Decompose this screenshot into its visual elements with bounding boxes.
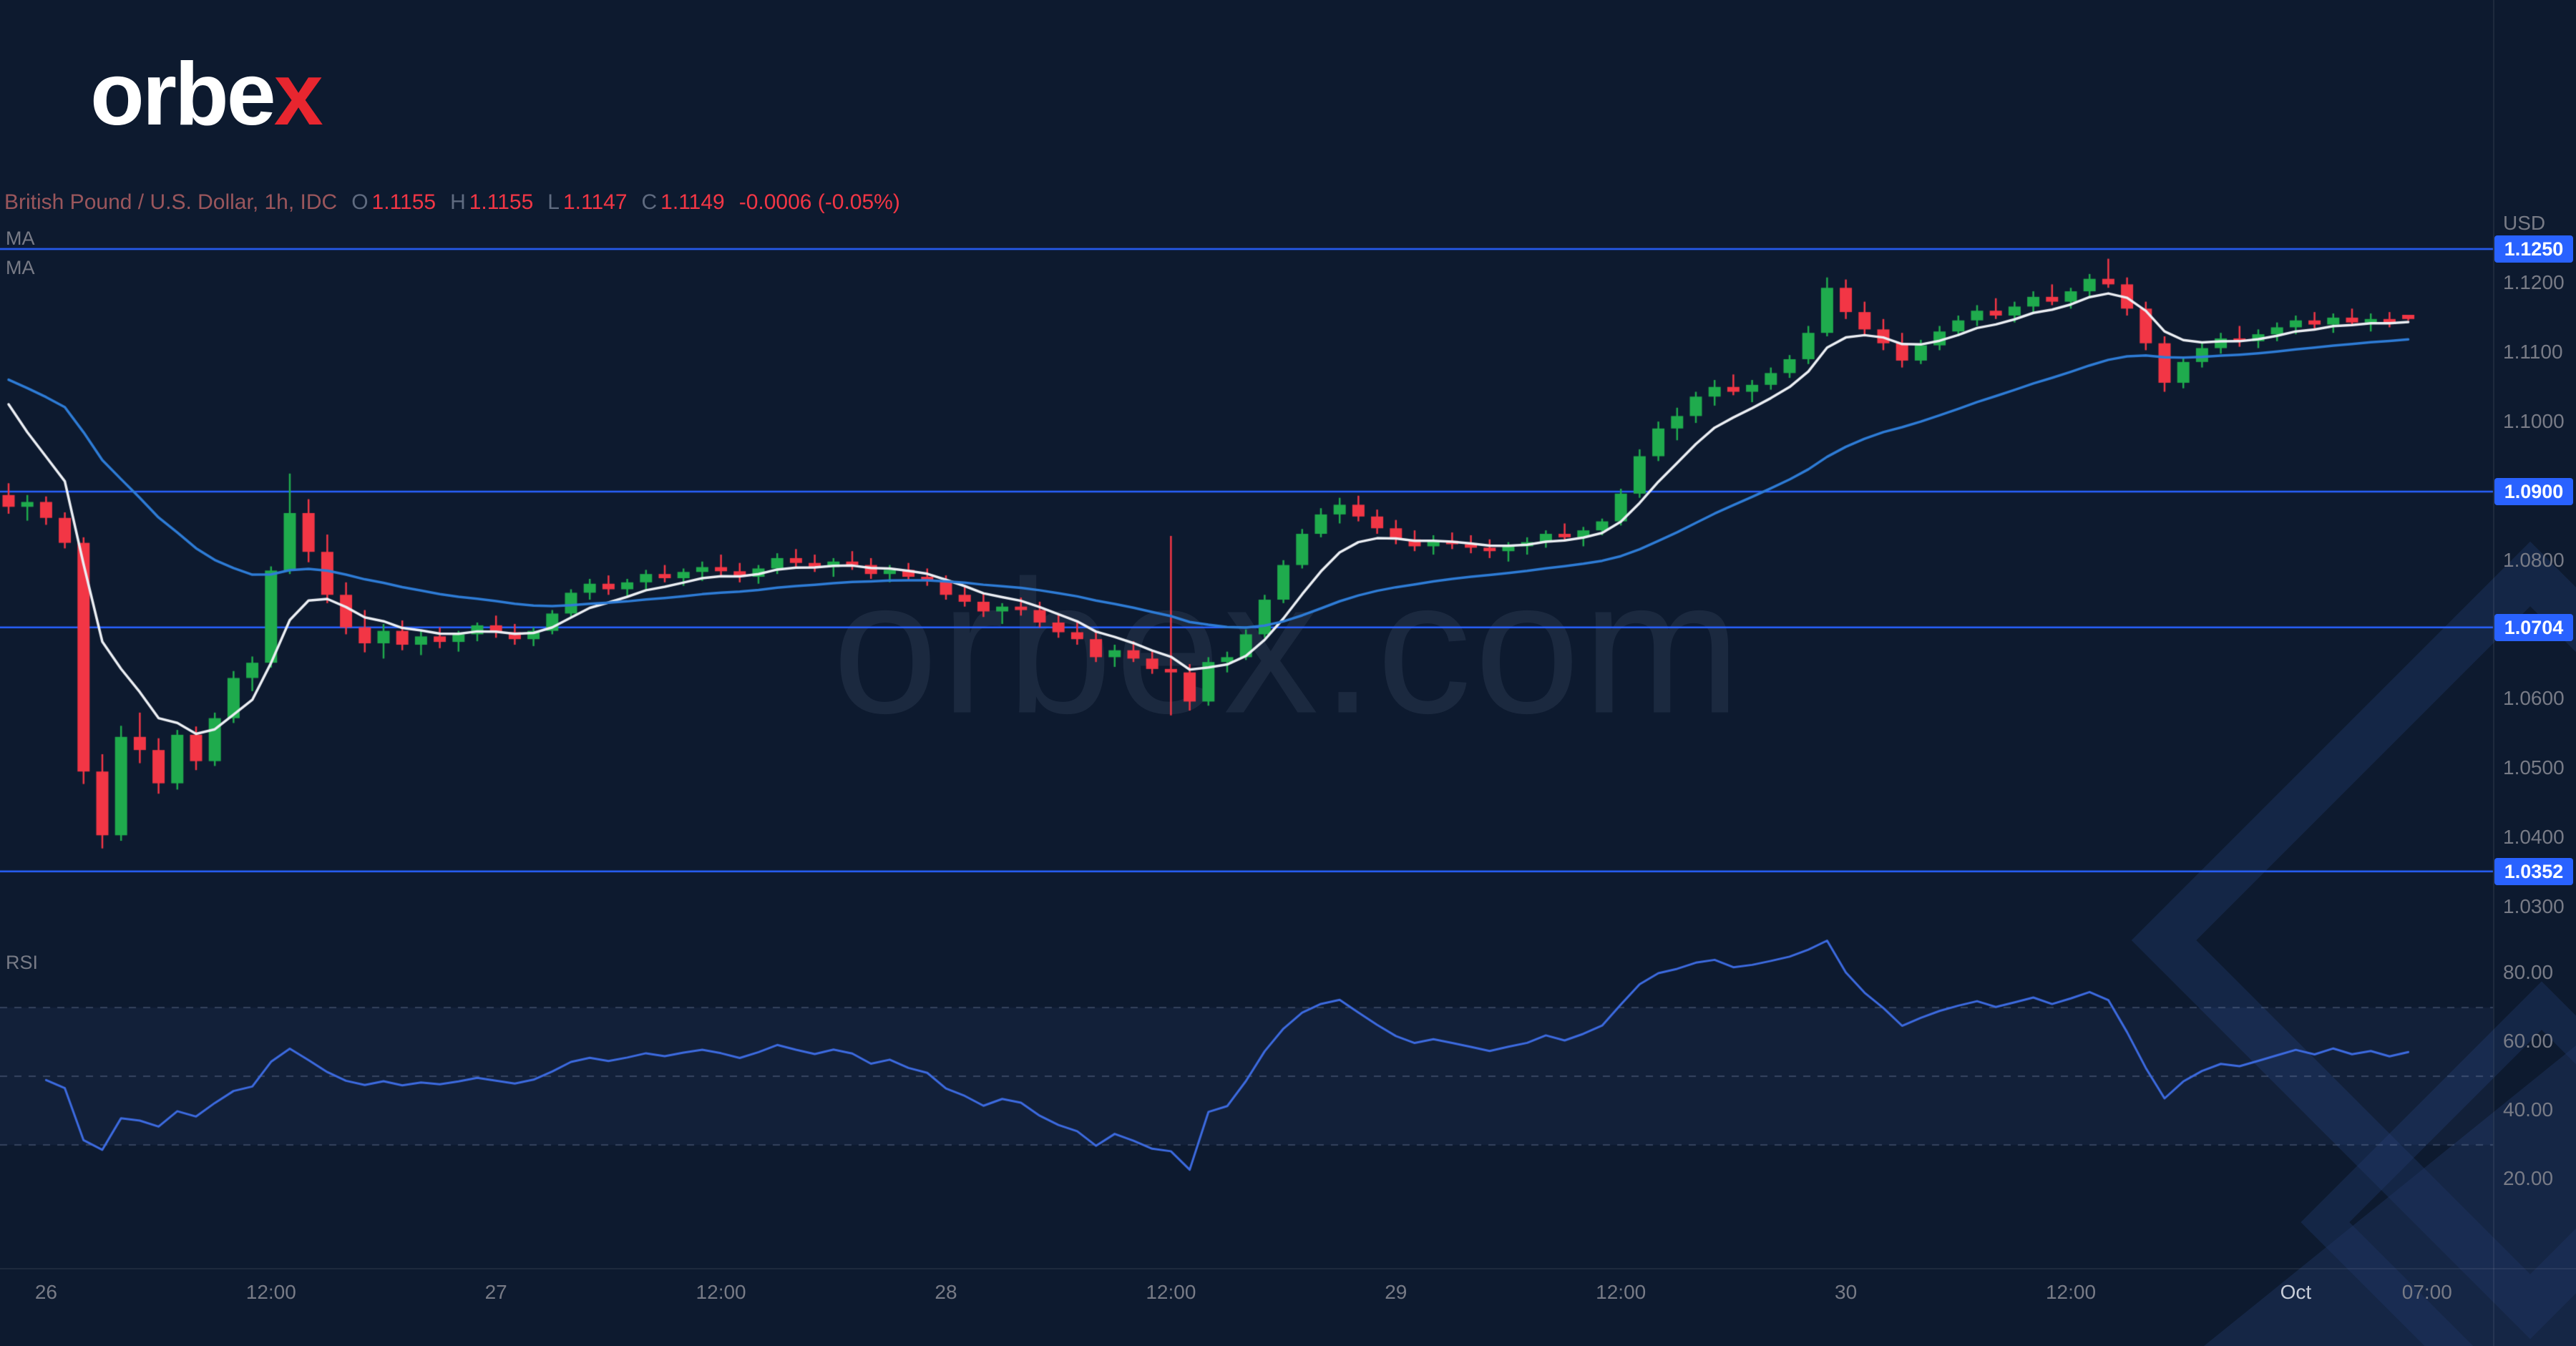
ohlc-value: 1.1155 (469, 190, 534, 214)
price-tick: 1.1000 (2503, 410, 2565, 433)
rsi-tick: 20.00 (2503, 1167, 2554, 1189)
time-label: 07:00 (2401, 1281, 2452, 1303)
time-label: 12:00 (1596, 1281, 1646, 1303)
ohlc-value: 1.1149 (660, 190, 725, 214)
ohlc-label: H (450, 190, 466, 214)
ohlc-values: O 1.1155 H 1.1155 L 1.1147 C 1.1149 (337, 190, 725, 214)
time-axis-separator (0, 1268, 2576, 1269)
time-label: Oct (2280, 1281, 2312, 1303)
price-tick: 1.0400 (2503, 826, 2565, 849)
ma-legend-2[interactable]: MA (6, 257, 35, 278)
time-label: 30 (1835, 1281, 1858, 1303)
time-label: 29 (1385, 1281, 1407, 1303)
rsi-tick: 60.00 (2503, 1030, 2554, 1052)
price-tick: 1.0500 (2503, 756, 2565, 779)
change-value: -0.0006 (-0.05%) (738, 190, 900, 214)
rsi-tick: 80.00 (2503, 961, 2554, 983)
price-level-tag: 1.0900 (2494, 477, 2573, 505)
ohlc-value: 1.1155 (371, 190, 436, 214)
symbol-title[interactable]: British Pound / U.S. Dollar, 1h, IDC (4, 190, 338, 214)
ohlc-value: 1.1147 (562, 190, 628, 214)
price-level-tag: 1.1250 (2494, 235, 2573, 263)
symbol-header[interactable]: British Pound / U.S. Dollar, 1h, IDC O 1.1… (4, 190, 900, 215)
price-tick: 1.0300 (2503, 894, 2565, 917)
price-level-tag: 1.0352 (2494, 857, 2573, 885)
ohlc-label: L (547, 190, 560, 214)
price-tick: 1.1200 (2503, 271, 2565, 294)
time-label: 27 (484, 1281, 507, 1303)
price-tick: 1.1100 (2503, 341, 2563, 364)
time-label: 12:00 (696, 1281, 746, 1303)
price-tick: 1.0800 (2503, 548, 2565, 571)
price-axis-currency: USD (2503, 212, 2546, 234)
rsi-legend[interactable]: RSI (6, 952, 39, 973)
ohlc-label: C (641, 190, 658, 214)
time-label: 26 (34, 1281, 57, 1303)
logo-text-red: x (273, 45, 323, 144)
ma-legend-1[interactable]: MA (6, 228, 35, 249)
price-level-tag: 1.0704 (2494, 613, 2573, 641)
price-tick: 1.0600 (2503, 687, 2565, 710)
price-axis-separator (2493, 0, 2494, 1346)
rsi-tick: 40.00 (2503, 1098, 2554, 1121)
time-label: 12:00 (245, 1281, 296, 1303)
logo-text-white: orbe (90, 45, 276, 144)
time-label: 28 (935, 1281, 957, 1303)
time-label: 12:00 (1146, 1281, 1196, 1303)
time-label: 12:00 (2045, 1281, 2097, 1303)
orbex-logo: orbex (90, 50, 323, 139)
ohlc-label: O (351, 190, 369, 214)
